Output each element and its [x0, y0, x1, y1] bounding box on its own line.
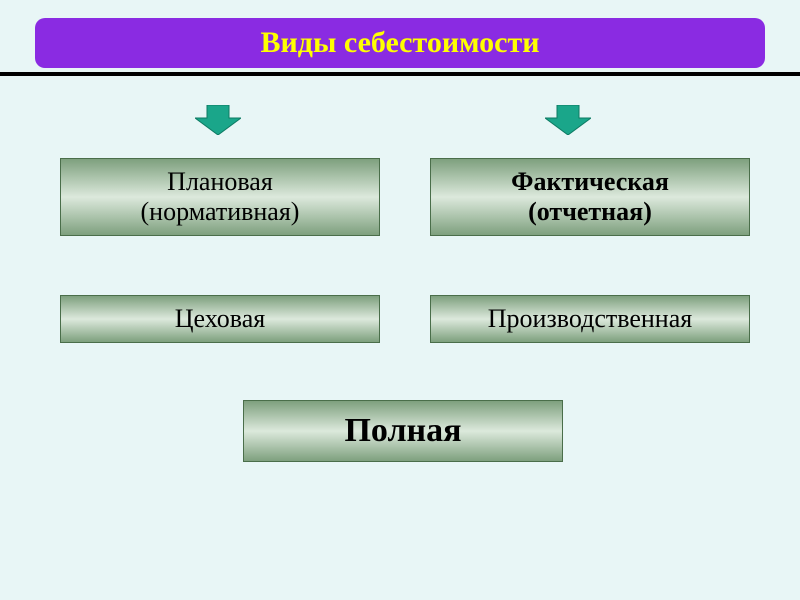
box-label: Фактическая(отчетная)	[511, 167, 669, 227]
box-shop: Цеховая	[60, 295, 380, 343]
box-label: Плановая(нормативная)	[141, 167, 300, 227]
slide-title: Виды себестоимости	[261, 26, 540, 60]
box-label: Цеховая	[175, 304, 265, 334]
title-bar: Виды себестоимости	[35, 18, 765, 68]
box-label: Производственная	[488, 304, 692, 334]
box-actual: Фактическая(отчетная)	[430, 158, 750, 236]
box-label: Полная	[344, 411, 461, 450]
box-full: Полная	[243, 400, 563, 462]
down-arrow-icon	[545, 105, 591, 135]
box-planned: Плановая(нормативная)	[60, 158, 380, 236]
down-arrow-icon	[195, 105, 241, 135]
title-underline	[0, 72, 800, 76]
box-production: Производственная	[430, 295, 750, 343]
